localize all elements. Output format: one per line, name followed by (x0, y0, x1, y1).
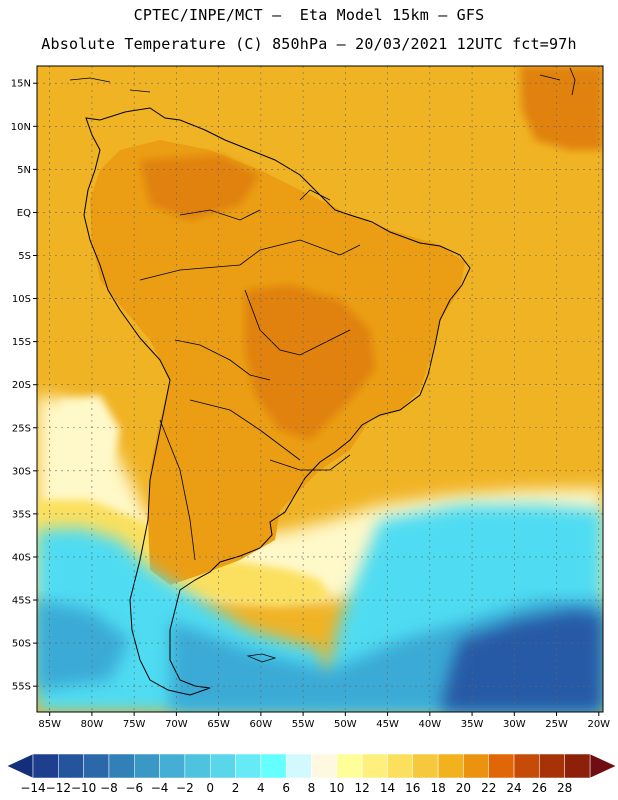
lon-label: 55W (292, 719, 315, 730)
colorbar-label: 24 (506, 781, 521, 795)
colorbar-swatch (336, 753, 363, 779)
colorbar-swatch (488, 753, 515, 779)
field-west-pale (55, 395, 120, 480)
lat-label: 35S (12, 509, 31, 520)
colorbar-swatch (32, 753, 59, 779)
falkland-islands (246, 653, 277, 663)
colorbar-swatch (513, 753, 540, 779)
lat-label: 45S (12, 596, 31, 607)
lon-label: 60W (250, 719, 273, 730)
colorbar-label: 4 (257, 781, 265, 795)
colorbar-high-arrow (589, 753, 617, 779)
lon-label: 75W (123, 719, 146, 730)
lat-label: 10N (11, 122, 31, 133)
lon-label: 30W (503, 719, 526, 730)
colorbar-label: 28 (557, 781, 572, 795)
colorbar-swatch (260, 753, 287, 779)
lon-label: 70W (165, 719, 188, 730)
colorbar-swatch (463, 753, 489, 779)
field-hot-northeast (520, 66, 603, 150)
colorbar-swatch (209, 753, 236, 779)
caribbean-islands (69, 67, 576, 96)
field-colder-west (37, 600, 130, 690)
colorbar-swatch (539, 753, 565, 779)
lat-label: 10S (12, 294, 31, 305)
colorbar-swatch (108, 753, 135, 779)
colorbar-swatch (58, 753, 84, 779)
colorbar-swatch (564, 753, 591, 779)
gridlines (37, 66, 603, 712)
lon-label: 40W (419, 719, 442, 730)
lat-label: 30S (12, 466, 31, 477)
coastline-south-america (83, 107, 471, 696)
colorbar-label: 8 (308, 781, 316, 795)
colorbar-swatch (285, 753, 312, 779)
lon-label: 80W (81, 719, 104, 730)
lon-label: 20W (587, 719, 610, 730)
colorbar-swatch (235, 753, 262, 779)
lon-label: 45W (376, 719, 399, 730)
country-borders (139, 189, 361, 561)
colorbar-swatch (437, 753, 464, 779)
colorbar-label: −4 (151, 781, 169, 795)
colorbar-label: 20 (456, 781, 471, 795)
colorbar-swatch (311, 753, 338, 779)
colorbar-label: 12 (354, 781, 369, 795)
colorbar-label: 10 (329, 781, 344, 795)
map-frame (36, 65, 604, 713)
field-hot-north (140, 155, 260, 220)
lat-label: 5N (17, 165, 31, 176)
lat-label: 25S (12, 423, 31, 434)
latitude-axis: 15N 10N 5N EQ 5S 10S 15S 20S 25S 30S 35S 40S 45S 50S 5… (11, 79, 37, 693)
colorbar-swatch (412, 753, 439, 779)
lon-label: 65W (207, 719, 230, 730)
field-coldest (440, 610, 603, 712)
colorbar: −14 −12 −10 −8 −6 −4 −2 0 2 4 6 8 10 12 14 16 18 20 22 24 26… (6, 753, 617, 795)
temperature-field (37, 66, 603, 712)
lon-label: 35W (461, 719, 484, 730)
colorbar-label: −6 (125, 781, 143, 795)
lat-label: 5S (18, 251, 31, 262)
lat-label: 50S (12, 639, 31, 650)
lat-label: 40S (12, 552, 31, 563)
colorbar-label: 2 (232, 781, 240, 795)
colorbar-label: 0 (206, 781, 214, 795)
lat-label: 55S (12, 682, 31, 693)
colorbar-label: 26 (532, 781, 547, 795)
colorbar-swatch (134, 753, 160, 779)
lat-label: 20S (12, 380, 31, 391)
colorbar-label: 14 (380, 781, 395, 795)
colorbar-swatch (387, 753, 414, 779)
colorbar-label: 18 (430, 781, 445, 795)
lat-label: EQ (17, 208, 31, 219)
lat-label: 15N (11, 79, 31, 90)
colorbar-low-arrow (6, 753, 34, 779)
colorbar-label: −8 (100, 781, 118, 795)
colorbar-swatch (83, 753, 110, 779)
colorbar-swatch (159, 753, 186, 779)
chart-title: CPTEC/INPE/MCT – Eta Model 15km – GFS (133, 6, 485, 24)
colorbar-label: −12 (46, 781, 71, 795)
colorbar-label: 6 (282, 781, 290, 795)
colorbar-label: −2 (176, 781, 194, 795)
longitude-axis: 85W 80W 75W 70W 65W 60W 55W 50W 45W 40W 35W 30W 25W 2… (38, 712, 610, 730)
lon-label: 50W (334, 719, 357, 730)
lon-label: 85W (38, 719, 61, 730)
chart-subtitle: Absolute Temperature (C) 850hPa – 20/03/… (41, 35, 577, 53)
colorbar-label: 16 (405, 781, 420, 795)
colorbar-label: 22 (481, 781, 496, 795)
colorbar-swatch (361, 753, 388, 779)
colorbar-swatch (184, 753, 211, 779)
colorbar-label: −14 (20, 781, 45, 795)
field-hot-core (245, 285, 375, 440)
lat-label: 15S (12, 337, 31, 348)
colorbar-label: −10 (71, 781, 96, 795)
lon-label: 25W (545, 719, 568, 730)
